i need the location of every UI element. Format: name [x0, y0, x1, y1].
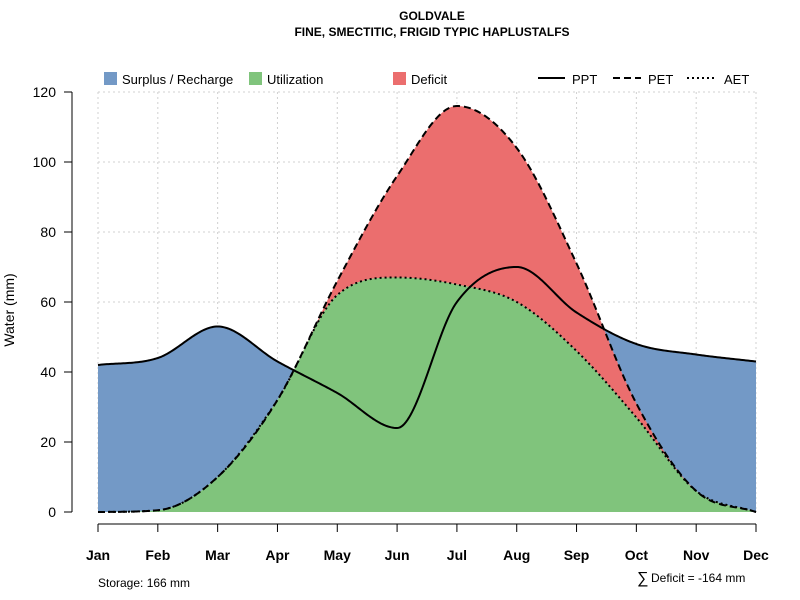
- line-layer: [97, 104, 757, 513]
- y-tick-label-4: 80: [40, 224, 56, 240]
- area-utilization: [98, 277, 756, 512]
- deficit-annotation: Deficit = -164 mm: [651, 571, 745, 585]
- x-tick-label-jan: Jan: [86, 547, 110, 563]
- x-tick-label-mar: Mar: [205, 547, 230, 563]
- legend-swatch-surplus: [104, 72, 117, 85]
- x-tick-label-nov: Nov: [683, 547, 710, 563]
- area-layer: [98, 106, 756, 512]
- y-tick-label-5: 100: [33, 154, 57, 170]
- x-tick-label-may: May: [324, 547, 351, 563]
- y-axis-label: Water (mm): [1, 273, 17, 346]
- axes: 0 20 40 60 80 100 120 Jan Feb Mar Apr May Jun Jul Aug S…: [33, 84, 769, 563]
- y-tick-label-1: 20: [40, 434, 56, 450]
- legend-label-deficit: Deficit: [411, 72, 448, 87]
- x-tick-label-dec: Dec: [743, 547, 769, 563]
- x-tick-label-feb: Feb: [145, 547, 170, 563]
- legend-label-surplus: Surplus / Recharge: [122, 72, 233, 87]
- y-tick-label-2: 40: [40, 364, 56, 380]
- chart-subtitle: FINE, SMECTITIC, FRIGID TYPIC HAPLUSTALF…: [294, 25, 569, 39]
- legend-label-aet: AET: [724, 72, 749, 87]
- legend: Surplus / Recharge Utilization Deficit P…: [104, 72, 749, 87]
- legend-label-pet: PET: [648, 72, 673, 87]
- storage-annotation: Storage: 166 mm: [98, 576, 190, 590]
- legend-swatch-deficit: [393, 72, 406, 85]
- legend-label-ppt: PPT: [572, 72, 597, 87]
- y-tick-label-3: 60: [40, 294, 56, 310]
- line-pet: [97, 104, 757, 513]
- line-ppt: [97, 265, 757, 430]
- x-tick-label-oct: Oct: [625, 547, 649, 563]
- legend-swatch-utilization: [249, 72, 262, 85]
- x-tick-label-aug: Aug: [503, 547, 530, 563]
- x-tick-label-apr: Apr: [265, 547, 290, 563]
- x-tick-label-jun: Jun: [385, 547, 410, 563]
- y-tick-label-0: 0: [48, 504, 56, 520]
- y-tick-label-6: 120: [33, 84, 57, 100]
- x-tick-label-jul: Jul: [447, 547, 467, 563]
- legend-label-utilization: Utilization: [267, 72, 323, 87]
- x-tick-label-sep: Sep: [564, 547, 590, 563]
- sigma-symbol: ∑: [637, 570, 648, 587]
- chart-title: GOLDVALE: [399, 9, 465, 23]
- area-deficit: [98, 106, 756, 512]
